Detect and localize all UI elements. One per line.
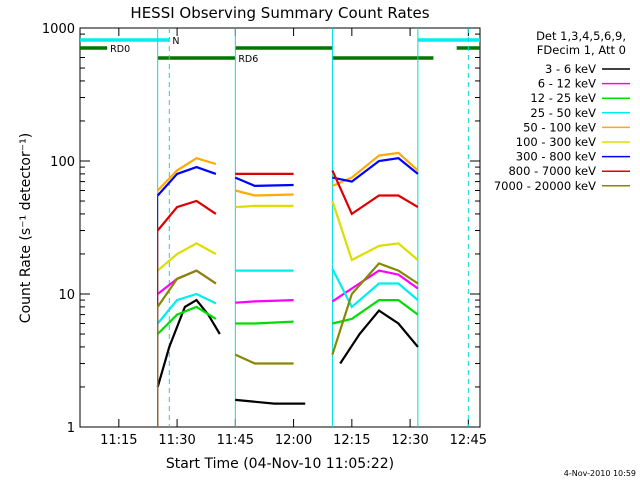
event-lines <box>157 28 469 427</box>
y-axis-label: Count Rate (s⁻¹ detector⁻¹) <box>18 133 34 323</box>
axis-ticks: 11:15 11:30 11:45 12:00 12:15 12:30 12:45 1 10 10… <box>42 22 487 448</box>
x-tick-label: 11:45 <box>217 433 254 448</box>
series-line <box>331 169 419 216</box>
series-line <box>332 157 419 183</box>
legend-entry: 12 - 25 keV <box>530 91 596 105</box>
legend-entry: 3 - 6 keV <box>545 62 596 76</box>
legend-entry: 300 - 800 keV <box>516 150 596 164</box>
series-line <box>156 165 217 197</box>
series-line <box>156 269 217 308</box>
legend-entry: 6 - 12 keV <box>538 77 596 91</box>
legend-entry: 100 - 300 keV <box>516 135 596 149</box>
series-line <box>235 398 306 405</box>
series-line <box>156 199 217 232</box>
legend-header: Det 1,3,4,5,6,9, <box>536 29 626 43</box>
plot-frame <box>79 27 481 428</box>
series-line <box>156 305 217 335</box>
series-line <box>156 298 221 388</box>
timestamp: 4-Nov-2010 10:59 <box>564 469 636 478</box>
y-tick-label: 1 <box>67 421 75 436</box>
legend-entry: 7000 - 20000 keV <box>494 179 596 193</box>
legend-entry: 50 - 100 keV <box>523 120 596 134</box>
y-tick-label: 100 <box>50 155 75 170</box>
x-tick-label: 12:00 <box>275 433 312 448</box>
x-tick-label: 12:30 <box>391 433 428 448</box>
legend-entry: 25 - 50 keV <box>530 106 596 120</box>
series-lines <box>156 151 419 427</box>
series-line <box>331 200 419 262</box>
instrument-flags: N RD0 RD6 <box>80 36 480 65</box>
x-tick-label: 12:15 <box>333 433 370 448</box>
flag-label: RD6 <box>238 54 258 65</box>
chart-title: HESSI Observing Summary Count Rates <box>130 4 429 22</box>
legend-entry: 800 - 7000 keV <box>508 164 596 178</box>
x-axis-label: Start Time (04-Nov-10 11:05:22) <box>166 456 394 472</box>
x-tick-label: 11:15 <box>100 433 137 448</box>
series-line <box>332 299 419 325</box>
series-line <box>331 268 419 309</box>
series-line <box>235 189 294 197</box>
series-line <box>331 262 419 355</box>
flag-label: N <box>172 36 179 47</box>
legend-header: FDecim 1, Att 0 <box>537 43 626 57</box>
series-line <box>235 299 294 304</box>
y-tick-label: 1000 <box>42 22 75 37</box>
series-line <box>156 157 217 192</box>
x-tick-label: 12:45 <box>450 433 487 448</box>
y-tick-label: 10 <box>58 288 75 303</box>
series-line <box>156 242 217 272</box>
x-tick-label: 11:30 <box>158 433 195 448</box>
series-line <box>234 176 294 188</box>
series-line <box>339 309 419 365</box>
flag-label: RD0 <box>110 44 130 55</box>
series-line <box>234 353 294 365</box>
series-line <box>235 204 294 209</box>
legend: Det 1,3,4,5,6,9,FDecim 1, Att 0 3 - 6 keV… <box>494 29 630 193</box>
series-line <box>156 292 217 325</box>
series-line <box>235 320 294 325</box>
